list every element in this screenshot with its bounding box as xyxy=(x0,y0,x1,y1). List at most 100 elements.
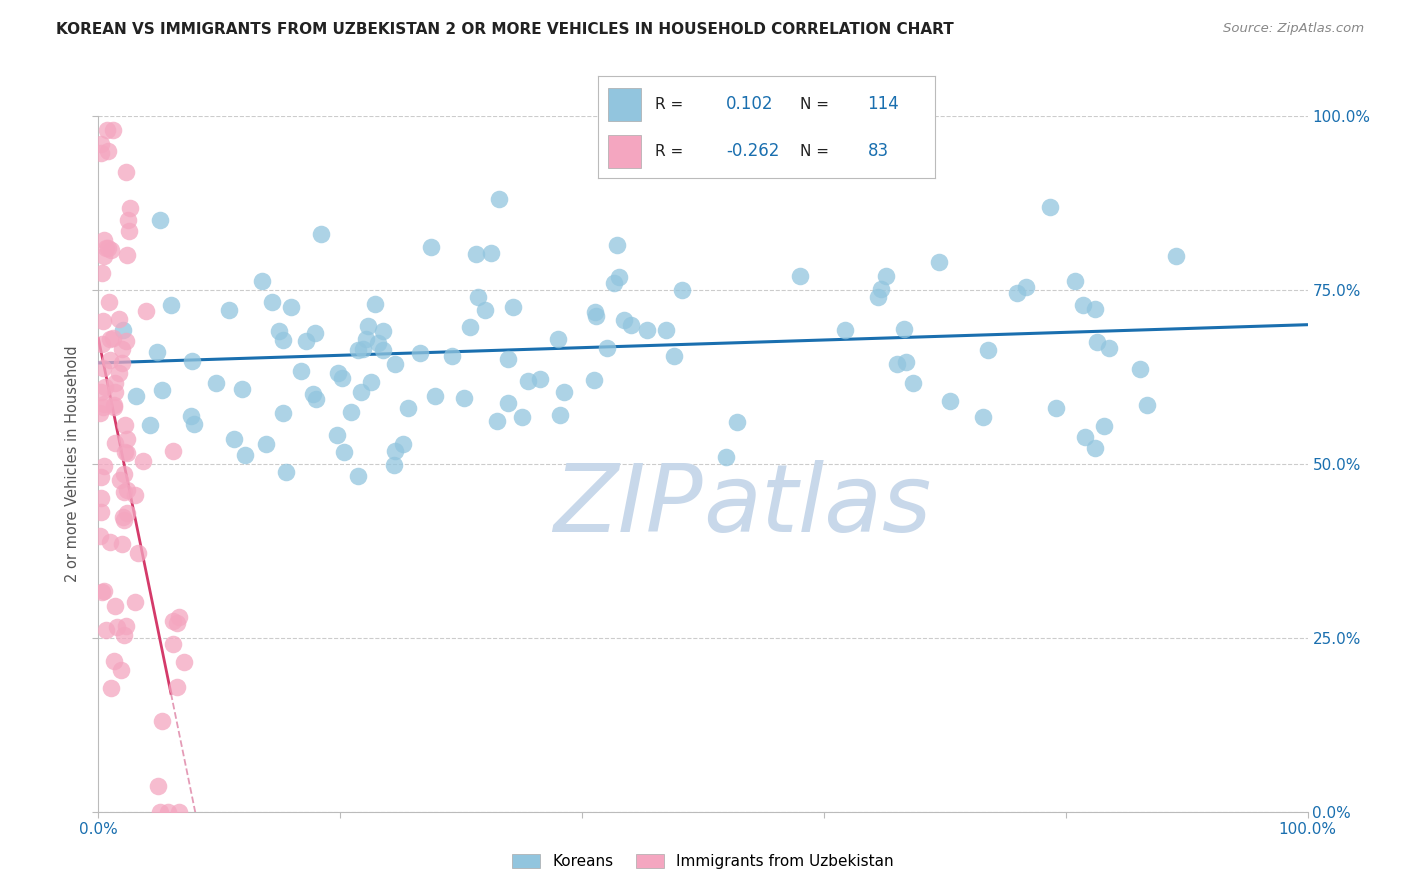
Point xyxy=(1094,419,1116,434)
Point xyxy=(330,371,353,385)
Point xyxy=(636,323,658,337)
Point xyxy=(972,410,994,425)
Point xyxy=(290,364,312,378)
Point xyxy=(115,432,138,446)
Point xyxy=(1084,301,1107,316)
Point xyxy=(460,319,482,334)
Text: R =: R = xyxy=(655,144,688,159)
Point xyxy=(305,392,328,406)
Point xyxy=(108,367,131,381)
Point xyxy=(114,164,136,178)
Point xyxy=(103,400,125,414)
Point xyxy=(875,269,897,284)
Point xyxy=(105,619,128,633)
Point xyxy=(112,628,135,642)
Point xyxy=(231,382,253,396)
Point xyxy=(271,405,294,419)
Point xyxy=(91,313,114,327)
Point xyxy=(409,345,432,359)
Point xyxy=(502,301,524,315)
Point xyxy=(124,595,146,609)
Point xyxy=(834,323,856,337)
Point xyxy=(115,483,138,498)
Text: 114: 114 xyxy=(868,95,900,113)
Point xyxy=(1074,430,1097,444)
Point xyxy=(384,444,406,458)
Point xyxy=(671,283,693,297)
Point xyxy=(159,298,181,312)
Point xyxy=(357,318,380,333)
Point xyxy=(166,680,188,694)
Point xyxy=(250,274,273,288)
Point xyxy=(115,446,138,460)
Point xyxy=(339,405,361,419)
Point xyxy=(91,360,114,375)
Point xyxy=(93,458,115,473)
Point xyxy=(309,227,332,242)
Point xyxy=(173,656,195,670)
Point xyxy=(149,213,172,227)
Point xyxy=(453,391,475,405)
Text: atlas: atlas xyxy=(703,460,931,551)
Point xyxy=(97,241,120,255)
Legend: Koreans, Immigrants from Uzbekistan: Koreans, Immigrants from Uzbekistan xyxy=(506,848,900,875)
Point xyxy=(894,355,917,369)
Point xyxy=(93,249,115,263)
Point xyxy=(89,529,111,543)
Point xyxy=(1136,399,1159,413)
Point xyxy=(117,224,139,238)
Point xyxy=(347,469,370,483)
Point xyxy=(1098,341,1121,355)
Point xyxy=(583,305,606,319)
Point xyxy=(104,435,127,450)
Point xyxy=(114,334,136,349)
Point xyxy=(364,296,387,310)
Text: -0.262: -0.262 xyxy=(725,142,779,161)
Point xyxy=(596,341,619,355)
Point xyxy=(328,366,350,380)
Point xyxy=(93,233,115,247)
Point xyxy=(295,334,318,348)
Point xyxy=(485,414,508,428)
Point xyxy=(419,240,441,254)
Point xyxy=(870,282,893,296)
Text: Source: ZipAtlas.com: Source: ZipAtlas.com xyxy=(1223,22,1364,36)
Point xyxy=(367,336,389,351)
Point xyxy=(714,450,737,464)
Point xyxy=(488,193,510,207)
Text: N =: N = xyxy=(800,96,834,112)
Point xyxy=(654,323,676,337)
Point xyxy=(96,123,118,137)
Point xyxy=(114,618,136,632)
Point xyxy=(162,443,184,458)
Point xyxy=(893,322,915,336)
Point xyxy=(441,349,464,363)
Point xyxy=(233,448,256,462)
Point xyxy=(1015,279,1038,293)
Point xyxy=(391,437,413,451)
Point xyxy=(110,663,132,677)
Point xyxy=(98,352,121,367)
Point xyxy=(117,506,139,520)
Point xyxy=(180,353,202,368)
Point xyxy=(218,302,240,317)
Point xyxy=(94,380,117,394)
Point xyxy=(93,397,115,411)
Point xyxy=(725,415,748,429)
Point xyxy=(90,491,112,505)
Point xyxy=(115,248,138,262)
Point xyxy=(114,417,136,432)
Point xyxy=(100,243,122,257)
Point xyxy=(100,681,122,695)
Point xyxy=(90,136,112,151)
Point xyxy=(91,400,114,414)
Point xyxy=(498,352,520,367)
Point xyxy=(585,310,607,324)
Point xyxy=(267,324,290,338)
Point xyxy=(183,417,205,431)
Point xyxy=(104,376,127,390)
Point xyxy=(606,238,628,252)
Point xyxy=(1045,401,1067,415)
Point xyxy=(162,614,184,628)
Point xyxy=(90,145,112,160)
